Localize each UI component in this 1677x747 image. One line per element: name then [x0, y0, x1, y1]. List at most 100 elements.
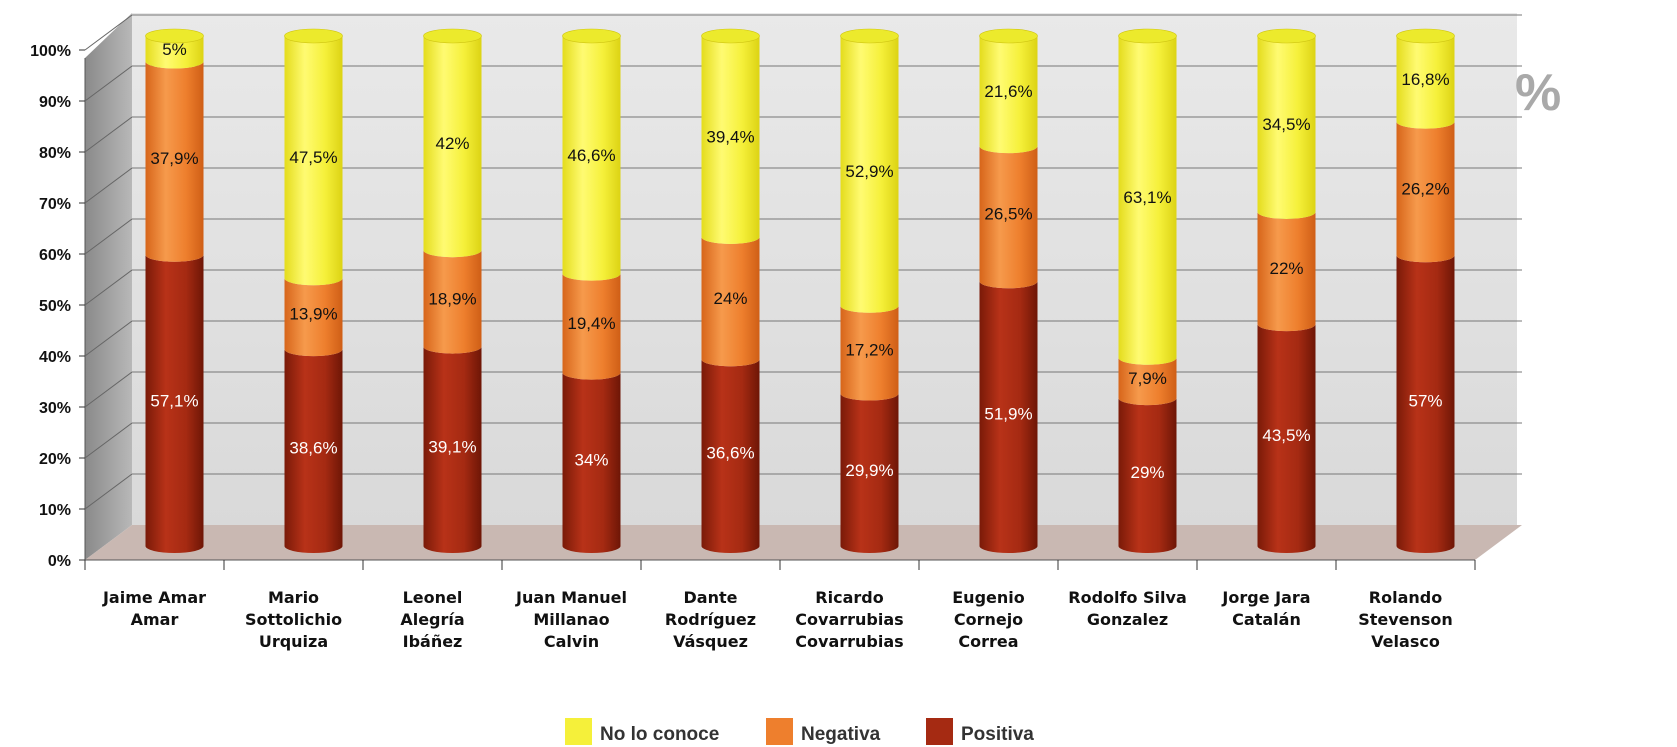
- gridline-diagonal: [84, 473, 133, 510]
- bar-segment-positiva: [1118, 398, 1177, 553]
- bar-cap: [1396, 28, 1455, 44]
- y-tick-label: 80%: [39, 145, 71, 162]
- data-label: 26,2%: [1401, 179, 1449, 198]
- y-tick-label: 50%: [39, 298, 71, 315]
- bar-segment-no-lo-conoce: [979, 36, 1038, 154]
- category-label-line: Mario: [268, 588, 319, 607]
- category-label: Dante Rodríguez Vásquez: [665, 588, 756, 651]
- data-label: 19,4%: [567, 314, 615, 333]
- legend: No lo conoce Negativa Positiva: [565, 718, 1034, 745]
- y-tick-label: 30%: [39, 400, 71, 417]
- data-label: 7,9%: [1128, 369, 1167, 388]
- gridline-diagonal: [84, 167, 133, 204]
- category-label-line: Calvin: [544, 632, 599, 651]
- category-label: Rodolfo Silva Gonzalez: [1068, 588, 1186, 629]
- category-label-line: Velasco: [1371, 632, 1440, 651]
- bar-segment-positiva: [1396, 255, 1455, 554]
- data-label: 26,5%: [984, 205, 1032, 224]
- legend-swatch: [926, 718, 953, 745]
- bar-segment-positiva: [284, 349, 343, 553]
- y-tick-label: 20%: [39, 451, 71, 468]
- bar-segment-negativa: [1257, 211, 1316, 332]
- category-label-line: Rolando: [1369, 588, 1442, 607]
- bar-8: 29% 7,9% 63,1%: [1118, 28, 1177, 553]
- bar-segment-no-lo-conoce: [701, 36, 760, 244]
- category-label: Eugenio Cornejo Correa: [952, 588, 1025, 651]
- category-label-line: Alegría: [400, 610, 464, 629]
- gridline-diagonal: [84, 218, 133, 255]
- category-label-line: Amar: [131, 610, 179, 629]
- data-label: 38,6%: [289, 439, 337, 458]
- bar-cap: [979, 28, 1038, 44]
- y-tick-label: 10%: [39, 502, 71, 519]
- data-label: 16,8%: [1401, 70, 1449, 89]
- category-label-line: Millanao: [533, 610, 609, 629]
- bar-5: 36,6% 24% 39,4%: [701, 28, 760, 553]
- bar-segment-positiva: [979, 281, 1038, 553]
- y-tick-label: 40%: [39, 349, 71, 366]
- legend-swatch: [766, 718, 793, 745]
- gridline-diagonal: [84, 116, 133, 153]
- bar-segment-no-lo-conoce: [562, 36, 621, 281]
- gridline-diagonal: [84, 269, 133, 306]
- data-label: 17,2%: [845, 341, 893, 360]
- category-label-line: Correa: [958, 632, 1018, 651]
- y-tick-label: 0%: [48, 553, 71, 570]
- data-label: 63,1%: [1123, 188, 1171, 207]
- category-label-line: Ibáñez: [403, 632, 463, 651]
- data-label: 43,5%: [1262, 426, 1310, 445]
- bar-segment-negativa: [979, 146, 1038, 289]
- category-label-line: Ricardo: [815, 588, 883, 607]
- data-label: 57,1%: [150, 391, 198, 410]
- bar-10: 57% 26,2% 16,8%: [1396, 28, 1455, 554]
- gridline-diagonal: [84, 14, 133, 51]
- y-tick-label: 70%: [39, 196, 71, 213]
- category-label-line: Gonzalez: [1087, 610, 1168, 629]
- bar-cap: [701, 28, 760, 44]
- bar-segment-negativa: [562, 273, 621, 380]
- y-tick-label: 60%: [39, 247, 71, 264]
- bar-segment-positiva: [562, 372, 621, 553]
- gridline-diagonal: [84, 422, 133, 459]
- bar-segment-negativa: [701, 236, 760, 367]
- bar-cap: [1257, 28, 1316, 44]
- bars: 57,1% 37,9% 5% 38,6% 13,9% 47,5% 39,1% 18,9% 42%…: [145, 28, 1455, 554]
- gridline-diagonal: [84, 320, 133, 357]
- bar-9: 43,5% 22% 34,5%: [1257, 28, 1316, 553]
- bar-3: 39,1% 18,9% 42%: [423, 28, 482, 553]
- category-label: Jaime Amar Amar: [102, 588, 206, 629]
- bar-cap: [840, 28, 899, 44]
- category-label: Mario Sottolichio Urquiza: [245, 588, 342, 651]
- bar-segment-negativa: [284, 278, 343, 357]
- bar-segment-no-lo-conoce: [145, 36, 204, 69]
- category-label-line: Stevenson: [1358, 610, 1453, 629]
- data-label: 57%: [1408, 392, 1442, 411]
- data-label: 39,4%: [706, 127, 754, 146]
- category-label: Rolando Stevenson Velasco: [1358, 588, 1453, 651]
- category-label-line: Sottolichio: [245, 610, 342, 629]
- category-label-line: Cornejo: [954, 610, 1023, 629]
- category-label-line: Rodolfo Silva: [1068, 588, 1186, 607]
- bar-4: 34% 19,4% 46,6%: [562, 28, 621, 553]
- bar-cap: [284, 28, 343, 44]
- category-label-line: Covarrubias: [795, 610, 903, 629]
- data-label: 29%: [1130, 463, 1164, 482]
- bar-segment-no-lo-conoce: [1118, 36, 1177, 365]
- category-label: Leonel Alegría Ibáñez: [400, 588, 464, 651]
- bar-segment-positiva: [701, 359, 760, 553]
- category-label: Jorge Jara Catalán: [1221, 588, 1310, 629]
- category-label-line: Leonel: [403, 588, 463, 607]
- bar-cap: [562, 28, 621, 44]
- bar-segment-no-lo-conoce: [840, 36, 899, 313]
- data-label: 36,6%: [706, 444, 754, 463]
- bar-segment-no-lo-conoce: [1396, 36, 1455, 129]
- data-label: 47,5%: [289, 148, 337, 167]
- data-label: 52,9%: [845, 162, 893, 181]
- data-label: 34%: [574, 450, 608, 469]
- category-label-line: Juan Manuel: [515, 588, 627, 607]
- side-wall: [85, 13, 132, 560]
- bar-segment-no-lo-conoce: [423, 36, 482, 258]
- bar-2: 38,6% 13,9% 47,5%: [284, 28, 343, 553]
- data-label: 37,9%: [150, 149, 198, 168]
